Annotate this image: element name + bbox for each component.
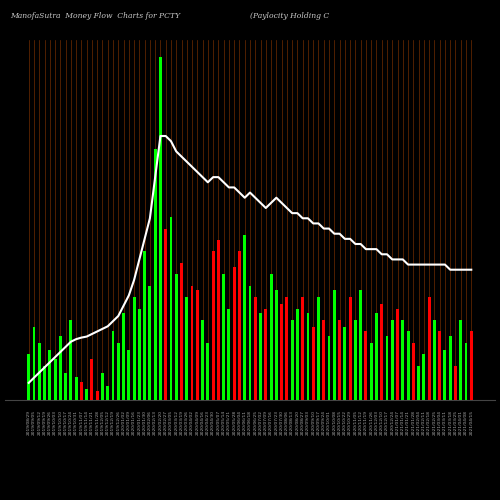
Bar: [333, 290, 336, 400]
Bar: [186, 297, 188, 400]
Bar: [170, 217, 172, 400]
Bar: [306, 313, 310, 400]
Text: (Paylocity Holding C: (Paylocity Holding C: [250, 12, 329, 20]
Bar: [206, 343, 210, 400]
Bar: [101, 372, 104, 400]
Bar: [85, 388, 88, 400]
Bar: [248, 286, 252, 400]
Bar: [175, 274, 178, 400]
Bar: [270, 274, 272, 400]
Text: ManofaSutra  Money Flow  Charts for PCTY: ManofaSutra Money Flow Charts for PCTY: [10, 12, 180, 20]
Bar: [217, 240, 220, 400]
Bar: [212, 252, 214, 400]
Bar: [449, 336, 452, 400]
Bar: [412, 343, 415, 400]
Bar: [402, 320, 404, 400]
Bar: [190, 286, 194, 400]
Bar: [359, 290, 362, 400]
Bar: [460, 320, 462, 400]
Bar: [74, 377, 78, 400]
Bar: [328, 336, 330, 400]
Bar: [280, 304, 283, 400]
Bar: [128, 350, 130, 400]
Bar: [180, 263, 183, 400]
Bar: [106, 386, 109, 400]
Bar: [48, 350, 51, 400]
Bar: [438, 332, 441, 400]
Bar: [32, 327, 35, 400]
Bar: [122, 313, 125, 400]
Bar: [54, 359, 56, 400]
Bar: [444, 350, 446, 400]
Bar: [391, 320, 394, 400]
Bar: [238, 252, 241, 400]
Bar: [43, 366, 46, 400]
Bar: [396, 308, 399, 400]
Bar: [232, 268, 235, 400]
Bar: [286, 297, 288, 400]
Bar: [228, 308, 230, 400]
Bar: [417, 366, 420, 400]
Bar: [301, 297, 304, 400]
Bar: [143, 252, 146, 400]
Bar: [154, 148, 156, 400]
Bar: [38, 343, 40, 400]
Bar: [364, 332, 368, 400]
Bar: [148, 286, 152, 400]
Bar: [380, 304, 383, 400]
Bar: [222, 274, 225, 400]
Bar: [64, 372, 67, 400]
Bar: [296, 308, 299, 400]
Bar: [344, 327, 346, 400]
Bar: [138, 308, 141, 400]
Bar: [275, 290, 278, 400]
Bar: [348, 297, 352, 400]
Bar: [470, 332, 472, 400]
Bar: [244, 236, 246, 400]
Bar: [322, 320, 325, 400]
Bar: [375, 313, 378, 400]
Bar: [96, 391, 98, 400]
Bar: [290, 320, 294, 400]
Bar: [317, 297, 320, 400]
Bar: [201, 320, 204, 400]
Bar: [132, 297, 136, 400]
Bar: [59, 336, 62, 400]
Bar: [454, 366, 457, 400]
Bar: [386, 336, 388, 400]
Bar: [259, 313, 262, 400]
Bar: [117, 343, 119, 400]
Bar: [80, 382, 83, 400]
Bar: [28, 354, 30, 400]
Bar: [433, 320, 436, 400]
Bar: [406, 332, 410, 400]
Bar: [90, 359, 94, 400]
Bar: [196, 290, 199, 400]
Bar: [70, 320, 72, 400]
Bar: [422, 354, 426, 400]
Bar: [428, 297, 430, 400]
Bar: [338, 320, 341, 400]
Bar: [354, 320, 357, 400]
Bar: [164, 228, 167, 400]
Bar: [312, 327, 314, 400]
Bar: [264, 308, 268, 400]
Bar: [159, 57, 162, 400]
Bar: [464, 343, 468, 400]
Bar: [254, 297, 256, 400]
Bar: [370, 343, 372, 400]
Bar: [112, 332, 114, 400]
